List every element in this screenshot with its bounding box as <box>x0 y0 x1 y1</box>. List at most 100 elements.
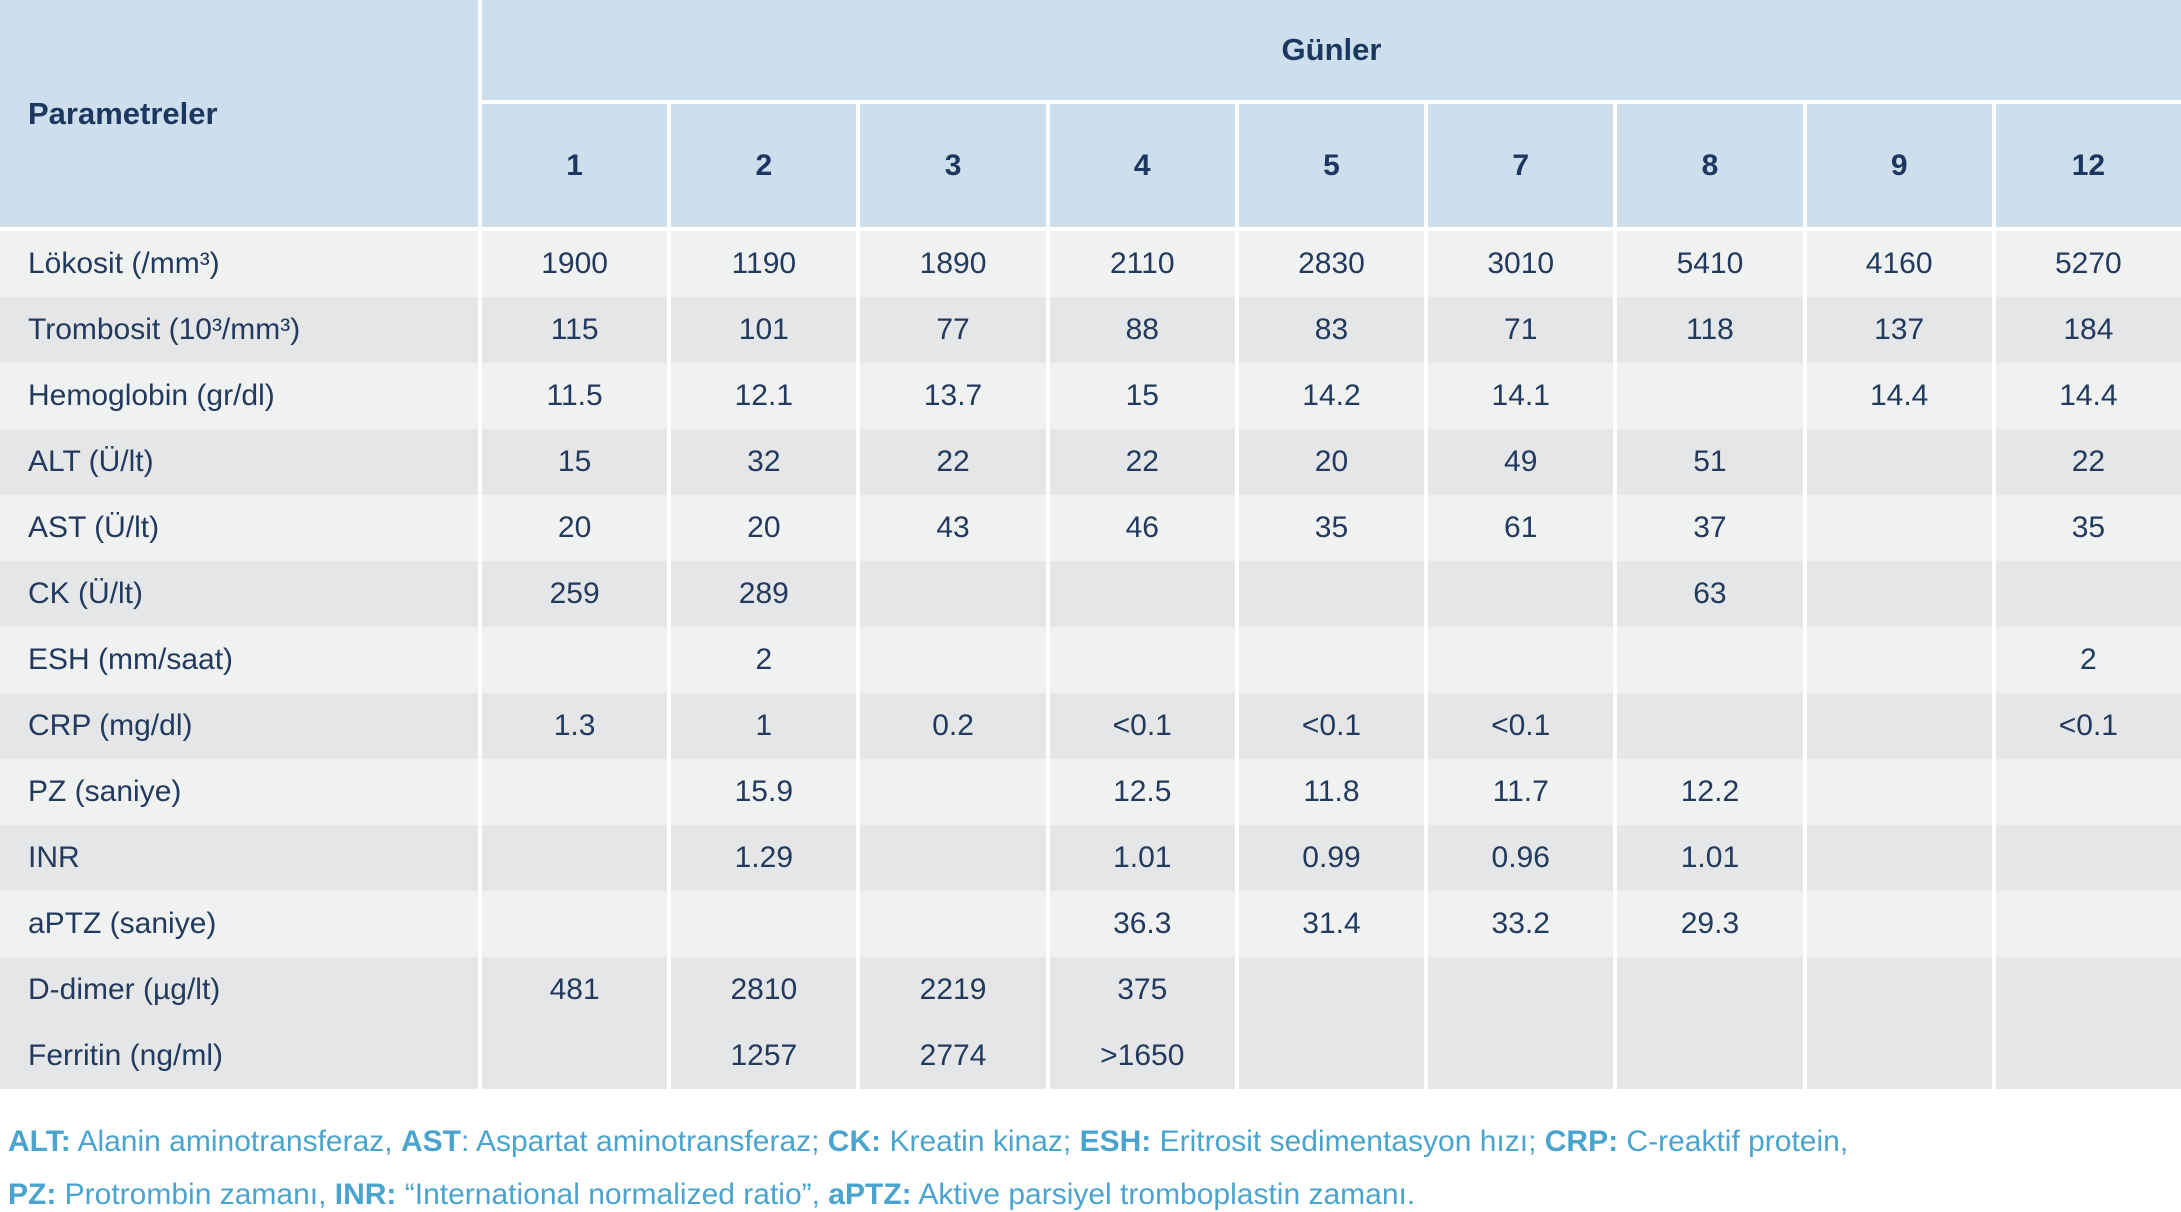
lab-results-table: Parametreler Günler 1 2 3 4 <box>0 0 2181 1089</box>
table-row: ALT (Ü/lt) 15 32 22 22 20 49 51 22 <box>0 429 2181 495</box>
value-cell-day-3: 2774 <box>860 1023 1046 1089</box>
days-group-label: Günler <box>1281 32 1382 67</box>
value-cell-day-5 <box>1238 957 1425 1023</box>
value-cell-day-8 <box>1617 363 1803 429</box>
value-cell-day-9: 137 <box>1806 297 1992 363</box>
row-label: Trombosit (10³/mm³) <box>0 297 478 363</box>
day-column-header: 8 <box>1617 104 1803 227</box>
day-column-header: 7 <box>1428 104 1614 227</box>
row-label: AST (Ü/lt) <box>0 495 478 561</box>
value-cell-day-4: 2110 <box>1049 231 1235 297</box>
value-cell-day-2: 32 <box>671 429 857 495</box>
footnote-line-1: ALT: Alanin aminotransferaz, AST: Aspart… <box>8 1115 2181 1168</box>
value-cell-day-5 <box>1238 627 1425 693</box>
value-cell-day-4: <0.1 <box>1049 693 1235 759</box>
table-row: D-dimer (µg/lt) 481 2810 2219 375 <box>0 957 2181 1023</box>
value-cell-day-4: 12.5 <box>1049 759 1235 825</box>
value-cell-day-5: 83 <box>1238 297 1425 363</box>
abbreviation: INR: <box>334 1178 397 1211</box>
value-cell-day-3: 2219 <box>860 957 1046 1023</box>
value-cell-day-12 <box>1995 957 2181 1023</box>
value-cell-day-7: 33.2 <box>1428 891 1614 957</box>
table-row: CRP (mg/dl) 1.3 1 0.2 <0.1 <0.1 <0.1 <0.… <box>0 693 2181 759</box>
value-cell-day-4: 46 <box>1049 495 1235 561</box>
value-cell-day-1: 15 <box>482 429 668 495</box>
value-cell-day-3: 1890 <box>860 231 1046 297</box>
value-cell-day-8: 51 <box>1617 429 1803 495</box>
table-row: ESH (mm/saat) 2 2 <box>0 627 2181 693</box>
value-cell-day-5: 14.2 <box>1238 363 1425 429</box>
value-cell-day-1: 1900 <box>482 231 668 297</box>
abbreviation: AST <box>400 1125 461 1158</box>
value-cell-day-4 <box>1049 561 1235 627</box>
value-cell-day-3 <box>860 627 1046 693</box>
value-cell-day-4: 1.01 <box>1049 825 1235 891</box>
value-cell-day-1 <box>482 825 668 891</box>
parameters-header-label: Parametreler <box>28 95 218 131</box>
value-cell-day-5: 31.4 <box>1238 891 1425 957</box>
value-cell-day-9 <box>1806 1023 1992 1089</box>
footnote-segment: aPTZ: Aktive parsiyel tromboplastin zama… <box>828 1178 1415 1211</box>
value-cell-day-5: 0.99 <box>1238 825 1425 891</box>
value-cell-day-12: 5270 <box>1995 231 2181 297</box>
day-column-header: 5 <box>1238 104 1425 227</box>
value-cell-day-5: 20 <box>1238 429 1425 495</box>
value-cell-day-8: 118 <box>1617 297 1803 363</box>
abbreviation-definition: : Aspartat aminotransferaz; <box>460 1125 828 1158</box>
value-cell-day-2: 12.1 <box>671 363 857 429</box>
value-cell-day-9 <box>1806 825 1992 891</box>
value-cell-day-7: 71 <box>1428 297 1614 363</box>
row-label: Hemoglobin (gr/dl) <box>0 363 478 429</box>
value-cell-day-5 <box>1238 561 1425 627</box>
value-cell-day-9 <box>1806 627 1992 693</box>
value-cell-day-9 <box>1806 957 1992 1023</box>
footnote-segment: CRP: C-reaktif protein, <box>1545 1125 1848 1158</box>
abbreviation-definition: Protrombin zamanı, <box>56 1178 335 1211</box>
value-cell-day-12: 2 <box>1995 627 2181 693</box>
abbreviation-definition: “International normalized ratio”, <box>396 1178 829 1211</box>
day-column-header: 12 <box>1995 104 2181 227</box>
row-label: PZ (saniye) <box>0 759 478 825</box>
row-label: CRP (mg/dl) <box>0 693 478 759</box>
value-cell-day-7 <box>1428 627 1614 693</box>
footnote-segment: PZ: Protrombin zamanı, <box>8 1178 335 1211</box>
day-column-header: 2 <box>671 104 857 227</box>
value-cell-day-1: 259 <box>482 561 668 627</box>
table-row: AST (Ü/lt) 20 20 43 46 35 61 37 35 <box>0 495 2181 561</box>
value-cell-day-9 <box>1806 429 1992 495</box>
value-cell-day-7: 61 <box>1428 495 1614 561</box>
value-cell-day-8: 63 <box>1617 561 1803 627</box>
value-cell-day-3: 0.2 <box>860 693 1046 759</box>
abbreviation-definition: Eritrosit sedimentasyon hızı; <box>1151 1125 1545 1158</box>
value-cell-day-1: 115 <box>482 297 668 363</box>
value-cell-day-4 <box>1049 627 1235 693</box>
table-row: aPTZ (saniye) 36.3 31.4 33.2 29.3 <box>0 891 2181 957</box>
value-cell-day-4: 375 <box>1049 957 1235 1023</box>
value-cell-day-7: 0.96 <box>1428 825 1614 891</box>
value-cell-day-3: 77 <box>860 297 1046 363</box>
value-cell-day-1: 20 <box>482 495 668 561</box>
value-cell-day-8: 1.01 <box>1617 825 1803 891</box>
footnote-segment: CK: Kreatin kinaz; <box>828 1125 1080 1158</box>
row-label: Lökosit (/mm³) <box>0 231 478 297</box>
footnotes: ALT: Alanin aminotransferaz, AST: Aspart… <box>0 1115 2181 1212</box>
table-row: CK (Ü/lt) 259 289 63 <box>0 561 2181 627</box>
table-header: Parametreler Günler 1 2 3 4 <box>0 0 2181 227</box>
value-cell-day-5: 2830 <box>1238 231 1425 297</box>
value-cell-day-5: <0.1 <box>1238 693 1425 759</box>
value-cell-day-4: >1650 <box>1049 1023 1235 1089</box>
value-cell-day-2: 15.9 <box>671 759 857 825</box>
value-cell-day-4: 88 <box>1049 297 1235 363</box>
table-row: Lökosit (/mm³) 1900 1190 1890 2110 2830 … <box>0 231 2181 297</box>
table-row: Ferritin (ng/ml) 1257 2774 >1650 <box>0 1023 2181 1089</box>
value-cell-day-12: 184 <box>1995 297 2181 363</box>
value-cell-day-7: 11.7 <box>1428 759 1614 825</box>
day-column-header: 4 <box>1049 104 1235 227</box>
row-label: D-dimer (µg/lt) <box>0 957 478 1023</box>
value-cell-day-5: 11.8 <box>1238 759 1425 825</box>
value-cell-day-9: 14.4 <box>1806 363 1992 429</box>
value-cell-day-1: 481 <box>482 957 668 1023</box>
row-label: aPTZ (saniye) <box>0 891 478 957</box>
value-cell-day-12 <box>1995 825 2181 891</box>
